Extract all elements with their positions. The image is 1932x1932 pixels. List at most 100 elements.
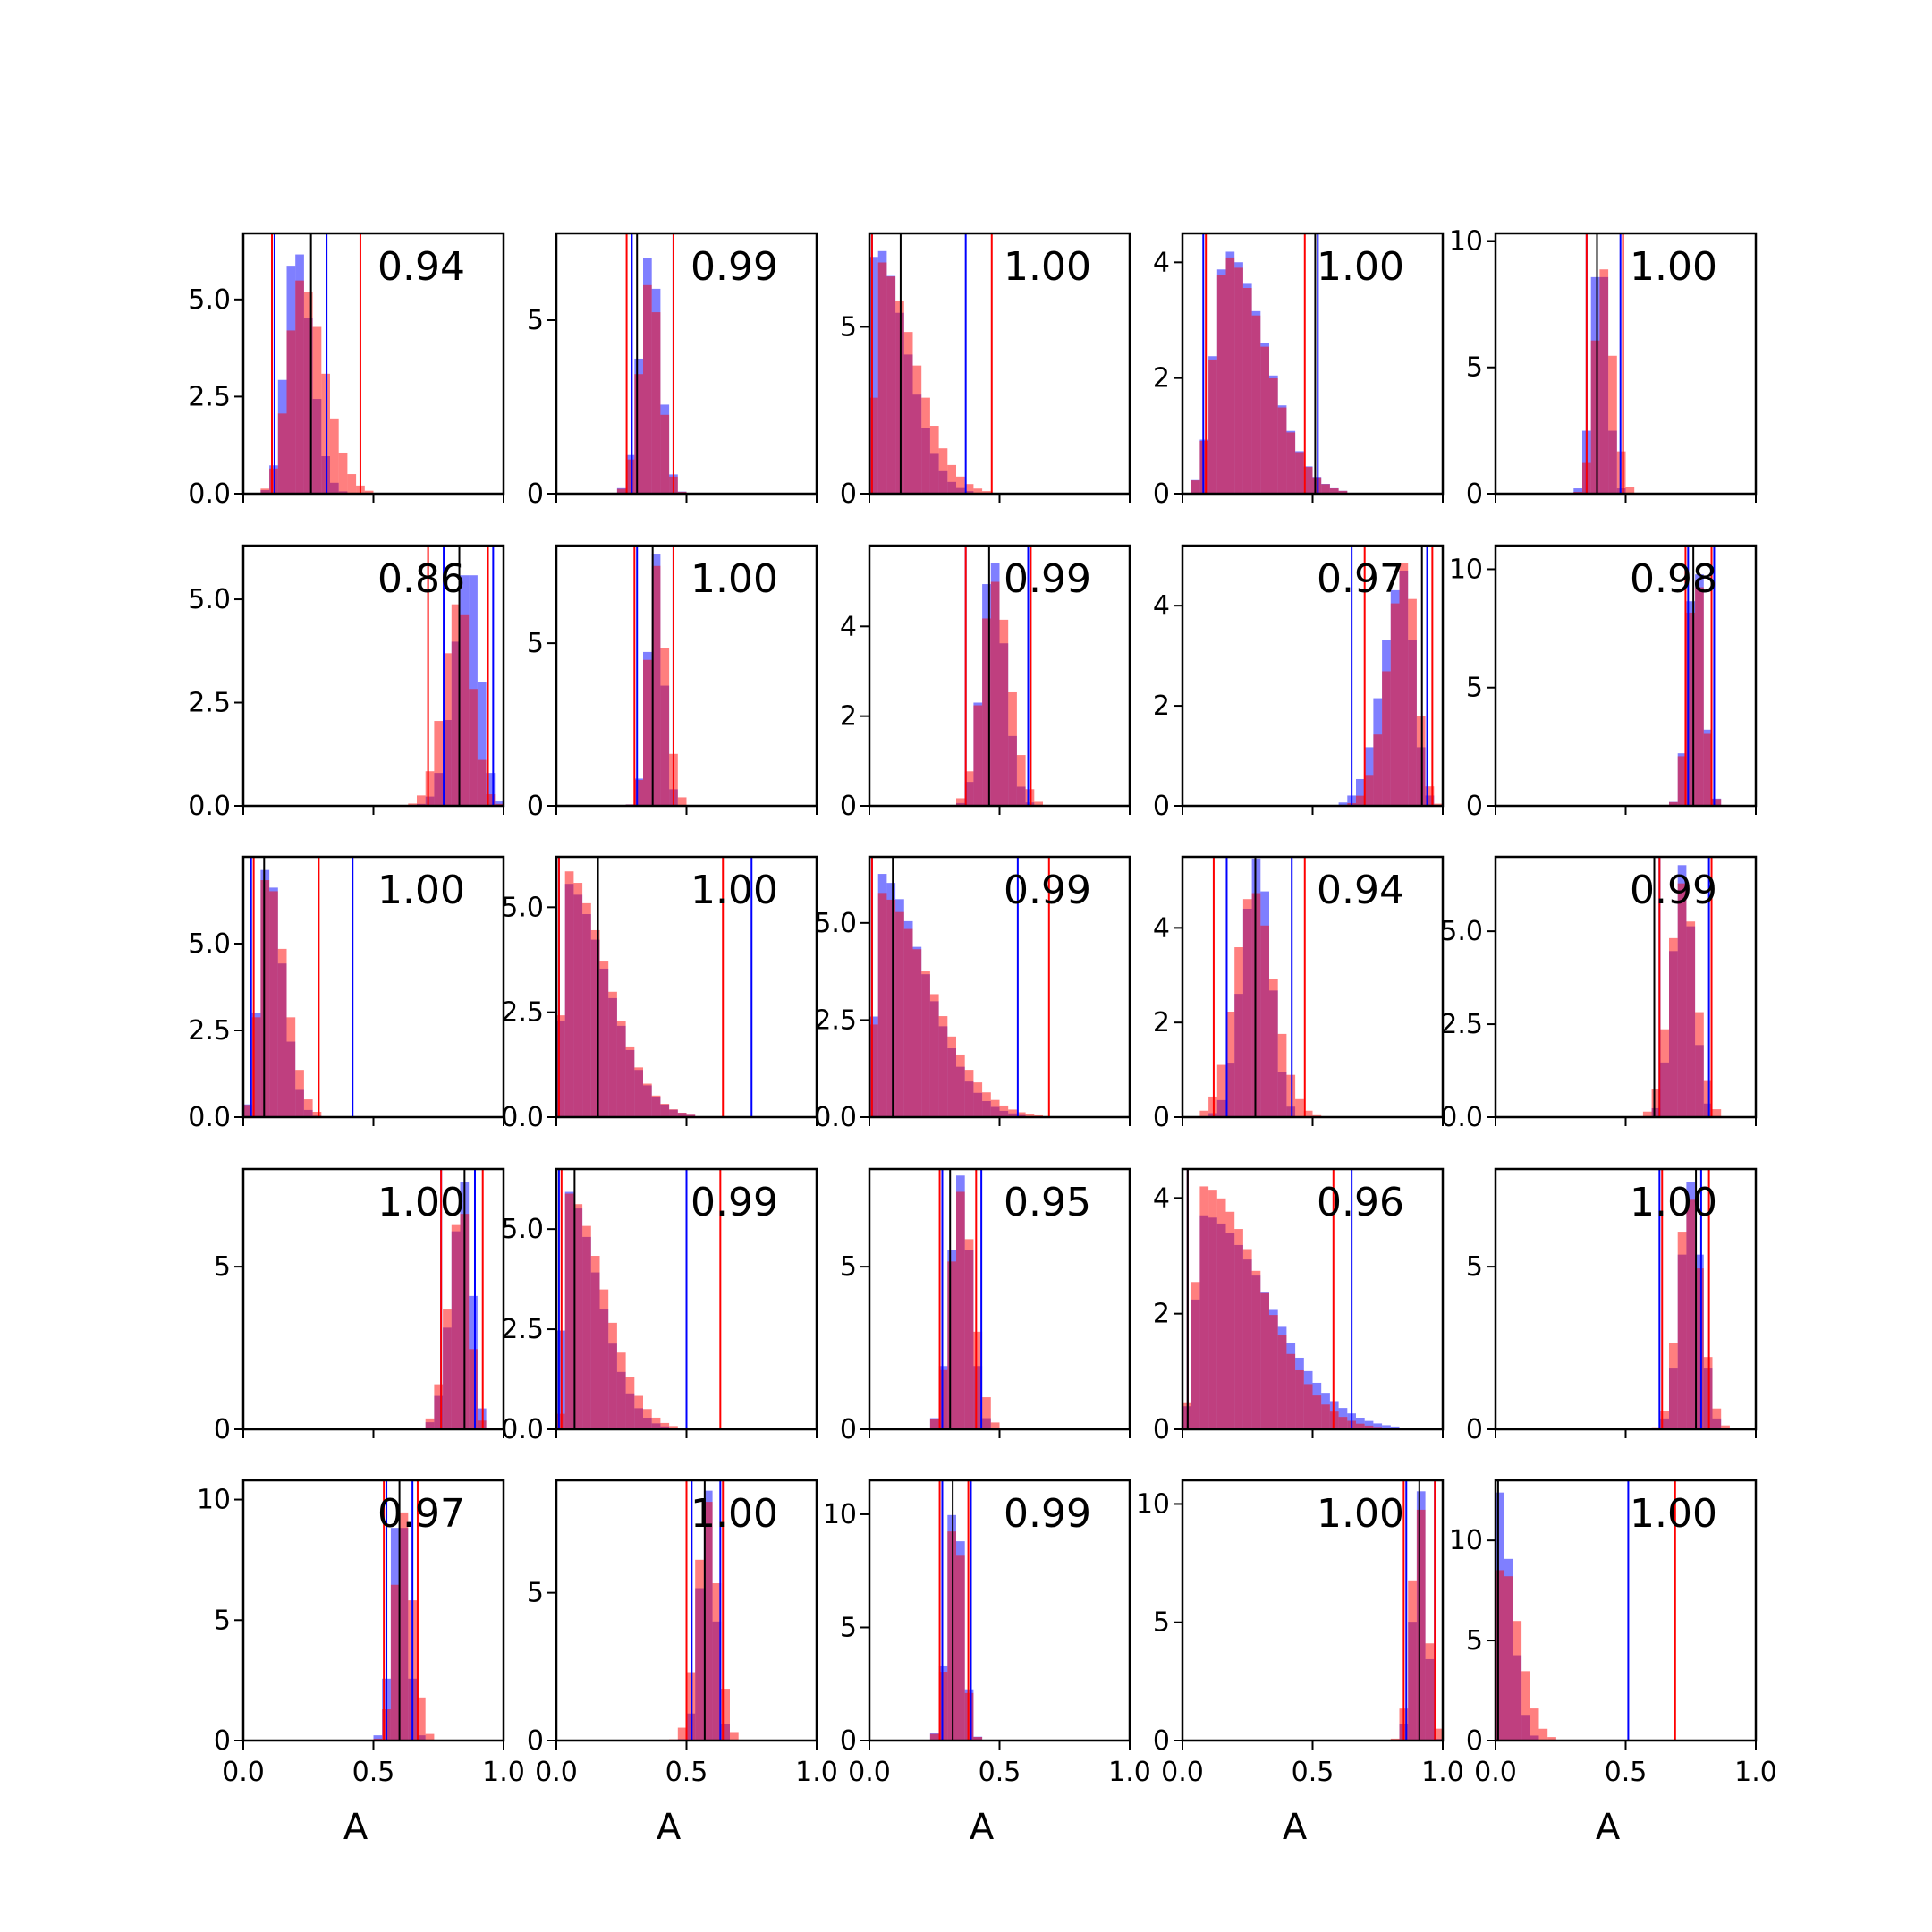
y-tick-label: 2 [1153, 691, 1170, 722]
red-bar [1642, 1111, 1652, 1117]
red-bar [721, 1689, 730, 1741]
red-bar [1425, 1643, 1435, 1741]
red-bar [973, 488, 983, 494]
y-tick-label: 0 [1466, 1725, 1483, 1757]
y-tick-label: 0.0 [188, 791, 231, 822]
y-tick-label: 0 [1153, 1725, 1170, 1757]
red-bar [417, 795, 426, 806]
red-bar [660, 414, 670, 494]
red-bar [330, 418, 339, 494]
red-bar [1225, 1211, 1235, 1429]
y-tick-label: 0 [1466, 1414, 1483, 1445]
y-tick-label: 5.0 [814, 908, 857, 939]
red-bar [1677, 883, 1687, 1117]
panel-12: 0.0 2.5 5.0 1.00 [501, 855, 818, 1133]
red-bar [1695, 587, 1704, 806]
red-bar [1338, 490, 1348, 494]
y-tick-label: 10 [1449, 554, 1483, 585]
red-bar [999, 1105, 1009, 1117]
y-tick-label: 0 [527, 791, 544, 822]
red-bar [1660, 1029, 1669, 1117]
red-bar [1216, 275, 1226, 494]
red-bar [947, 1261, 956, 1429]
red-bar [964, 1070, 974, 1117]
y-tick-label: 0 [214, 1414, 231, 1445]
blue-bar [1390, 1426, 1400, 1429]
panel-18: 050.95 [840, 1167, 1131, 1445]
red-bar [1016, 755, 1026, 806]
red-bar [1373, 734, 1383, 806]
red-bar [651, 1417, 661, 1429]
red-bar [1008, 1109, 1017, 1117]
red-bar [1008, 691, 1017, 806]
panel-20: 051.00 [1466, 1167, 1758, 1445]
y-tick-label: 5.0 [1440, 916, 1483, 947]
score-label: 1.00 [1317, 1491, 1404, 1537]
red-bar [451, 1224, 461, 1429]
red-bar [1416, 1509, 1426, 1741]
x-tick-label: 0.0 [535, 1757, 578, 1788]
red-bar [616, 488, 626, 494]
red-bar [1303, 1384, 1313, 1429]
y-tick-label: 5.0 [188, 584, 231, 615]
red-bar [660, 648, 670, 806]
red-bar [625, 1377, 635, 1429]
red-bar [1242, 288, 1252, 494]
y-tick-label: 5 [1466, 352, 1483, 384]
blue-bar [1382, 1425, 1391, 1429]
red-bar [599, 1289, 609, 1429]
red-bar [964, 1239, 974, 1429]
red-bar [390, 1584, 400, 1741]
red-bar [921, 971, 930, 1117]
red-bar [1225, 257, 1235, 494]
red-bar [1625, 487, 1635, 494]
score-label: 0.99 [1004, 868, 1091, 913]
red-bar [677, 1727, 687, 1741]
score-label: 0.99 [691, 1180, 778, 1225]
red-bar [1669, 1343, 1678, 1429]
red-bar [973, 1737, 983, 1741]
x-axis-label: A [657, 1807, 682, 1848]
y-tick-label: 0 [840, 1414, 857, 1445]
y-tick-label: 0.0 [188, 1102, 231, 1133]
y-tick-label: 5.0 [501, 1214, 544, 1245]
red-bar [417, 1697, 426, 1741]
panel-9: 0 2 4 0.97 [1153, 544, 1445, 822]
red-bar [1608, 355, 1617, 494]
red-bar [469, 689, 478, 806]
red-bar [1356, 795, 1365, 806]
red-bar [1269, 377, 1278, 494]
x-tick-label: 0.5 [665, 1757, 708, 1788]
red-bar [425, 1418, 435, 1429]
red-bar [1599, 269, 1609, 494]
red-bar [1712, 799, 1722, 806]
red-bar [1382, 671, 1391, 806]
red-bar [1547, 1737, 1556, 1741]
panel-4: 0 2 4 1.00 [1153, 232, 1445, 510]
red-bar [947, 464, 956, 494]
red-bar [1260, 925, 1269, 1117]
y-tick-label: 4 [1153, 247, 1170, 278]
red-bar [295, 280, 304, 494]
red-bar [695, 1559, 704, 1741]
red-bar [269, 891, 278, 1117]
red-bar [625, 1046, 635, 1117]
red-bar [973, 705, 983, 806]
y-tick-label: 2.5 [1440, 1009, 1483, 1040]
y-tick-label: 5 [1466, 1625, 1483, 1657]
y-tick-label: 0 [840, 1725, 857, 1757]
panel-5: 0 5 10 1.00 [1449, 225, 1758, 510]
red-bar [1686, 612, 1696, 806]
red-bar [730, 1732, 739, 1741]
red-bar [929, 426, 939, 494]
score-label: 0.94 [1317, 868, 1404, 913]
panel-14: 0 2 4 0.94 [1153, 855, 1445, 1133]
red-bar [1677, 1232, 1687, 1429]
red-bar [1191, 1282, 1200, 1429]
y-tick-label: 2.5 [188, 688, 231, 719]
y-tick-label: 10 [1136, 1488, 1170, 1520]
red-bar [1191, 480, 1200, 494]
red-bar [1513, 1621, 1522, 1741]
x-tick-label: 0.5 [1605, 1757, 1648, 1788]
